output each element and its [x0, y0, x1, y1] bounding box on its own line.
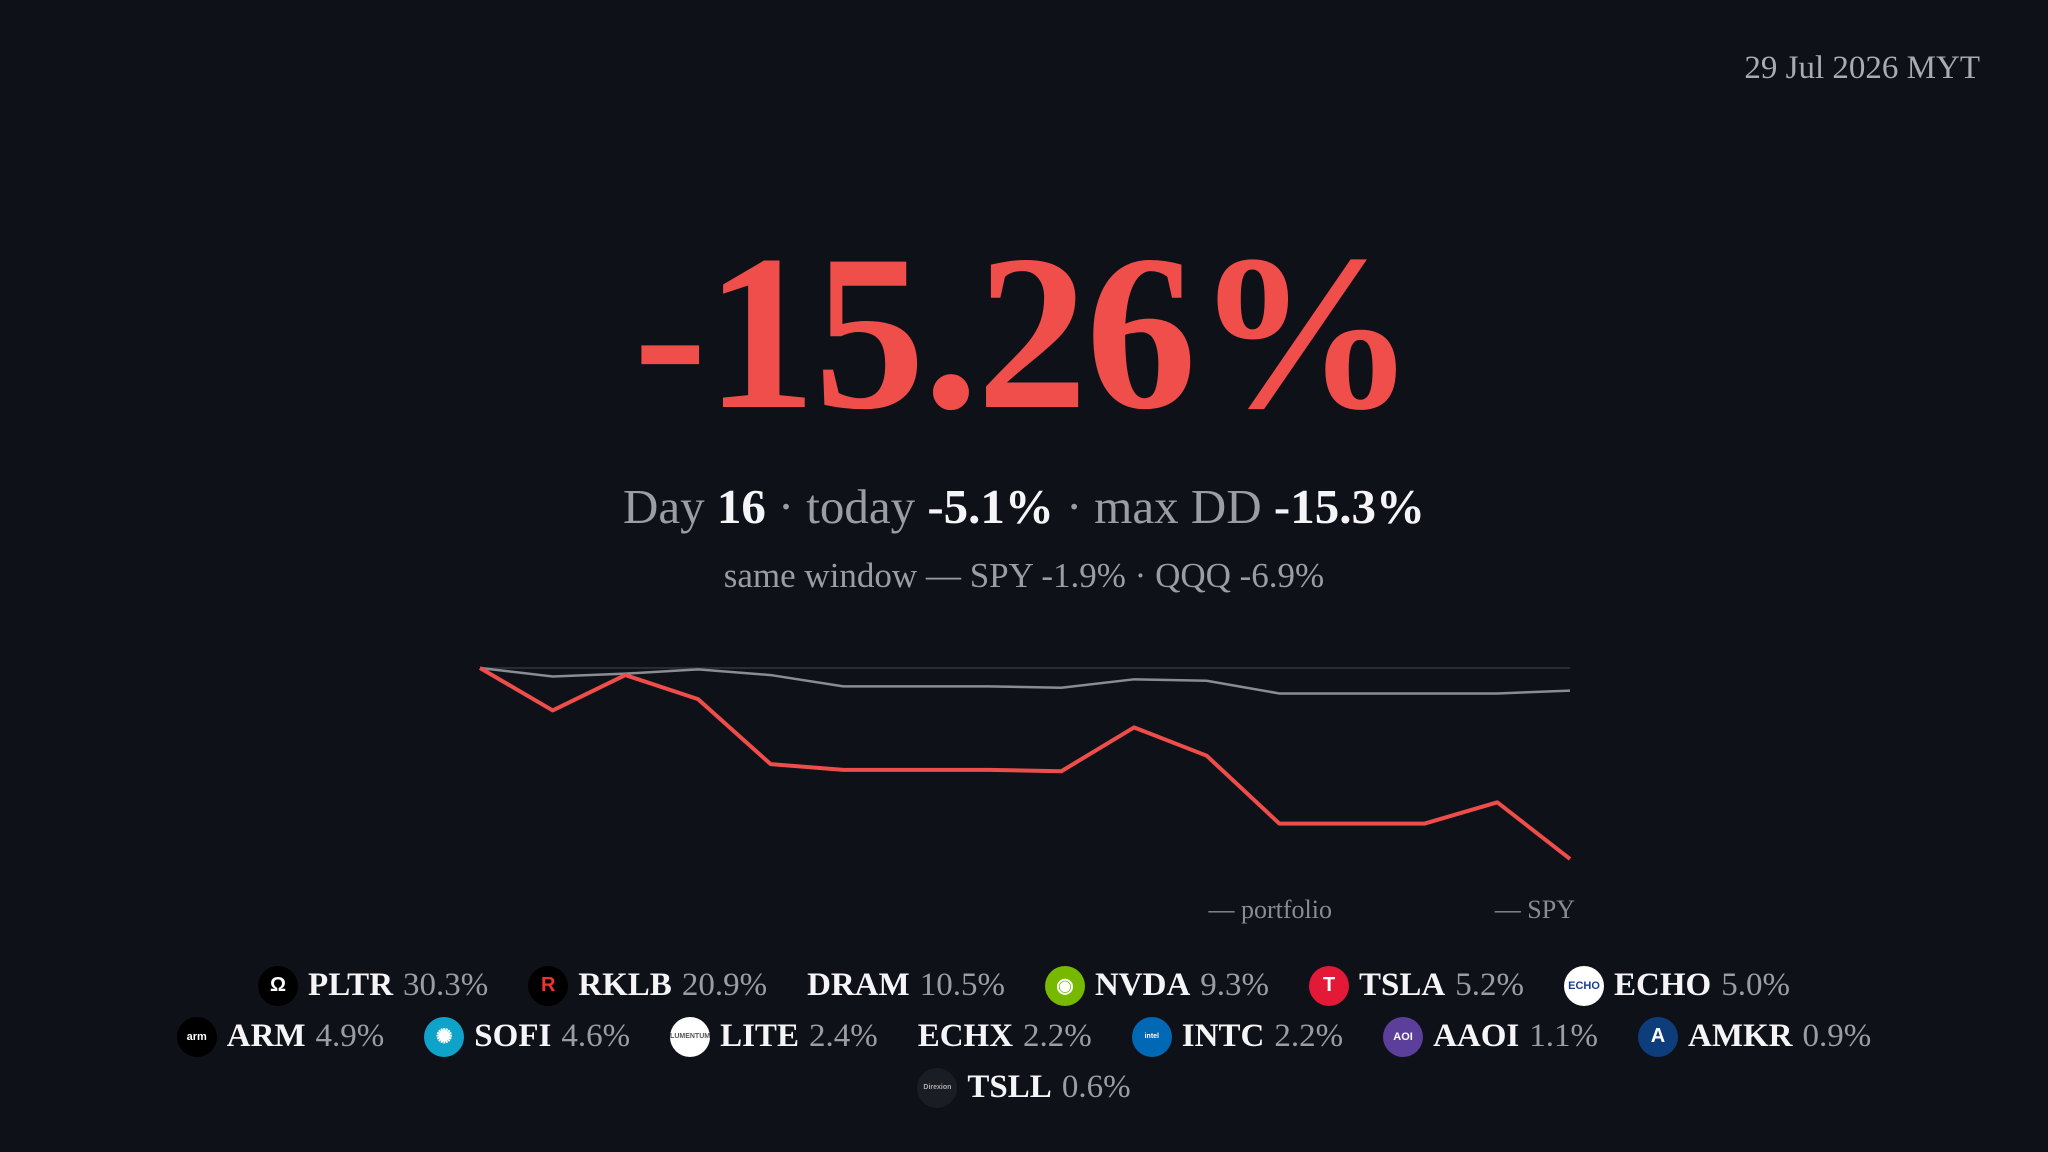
- holding-weight: 20.9%: [681, 967, 768, 1003]
- holding-lite: LUMENTUM LITE 2.4%: [670, 1016, 878, 1057]
- holding-ticker: AAOI: [1433, 1018, 1520, 1054]
- holding-rklb: R RKLB 20.9%: [528, 965, 768, 1006]
- holding-weight: 5.2%: [1455, 967, 1525, 1003]
- holding-weight: 2.4%: [808, 1018, 878, 1054]
- day-value: 16: [716, 479, 766, 534]
- holding-weight: 2.2%: [1023, 1018, 1092, 1054]
- nvidia-logo-icon: ◉: [1044, 965, 1085, 1006]
- holdings-row: Direxion TSLL 0.6%: [897, 1062, 1150, 1113]
- direxion-logo-icon: Direxion: [917, 1067, 958, 1108]
- holding-ticker: RKLB: [578, 967, 672, 1003]
- holding-ticker: PLTR: [308, 967, 394, 1003]
- holding-ticker: INTC: [1181, 1018, 1265, 1054]
- holding-weight: 0.9%: [1802, 1018, 1872, 1054]
- holding-dram: DRAM 10.5%: [807, 967, 1005, 1004]
- holding-ticker: ECHX: [917, 1018, 1014, 1054]
- tesla-logo-icon: T: [1309, 965, 1350, 1006]
- stats-line: Day 16 · today -5.1% · max DD -15.3%: [0, 478, 2048, 535]
- total-return-headline: -15.26%: [633, 210, 1416, 456]
- palantir-logo-icon: Ω: [258, 965, 299, 1006]
- intel-logo-icon: intel: [1131, 1016, 1172, 1057]
- separator: ·: [777, 479, 795, 534]
- holding-echo: ECHO ECHO 5.0%: [1564, 965, 1790, 1006]
- lumentum-logo-icon: LUMENTUM: [670, 1016, 711, 1057]
- sofi-logo-icon: ✺: [424, 1016, 465, 1057]
- holding-weight: 10.5%: [919, 967, 1005, 1003]
- holding-amkr: A AMKR 0.9%: [1638, 1016, 1872, 1057]
- holding-tsll: Direxion TSLL 0.6%: [917, 1067, 1131, 1108]
- echo-logo-icon: ECHO: [1564, 965, 1605, 1006]
- holding-echx: ECHX 2.2%: [918, 1018, 1092, 1055]
- holding-ticker: LITE: [720, 1018, 799, 1054]
- series-line-spy: [479, 666, 1571, 695]
- holding-ticker: ARM: [226, 1018, 306, 1054]
- holding-sofi: ✺ SOFI 4.6%: [424, 1016, 631, 1057]
- holding-intc: intel INTC 2.2%: [1131, 1016, 1344, 1057]
- holding-weight: 30.3%: [403, 967, 489, 1003]
- arm-logo-icon: arm: [176, 1016, 217, 1057]
- holding-ticker: TSLA: [1359, 967, 1446, 1003]
- holding-weight: 2.2%: [1274, 1018, 1344, 1054]
- today-label: today: [806, 479, 916, 534]
- holding-pltr: Ω PLTR 30.3%: [258, 965, 489, 1006]
- holding-weight: 4.6%: [561, 1018, 631, 1054]
- holdings-row: arm ARM 4.9% ✺ SOFI 4.6% LUMENTUM LITE 2.4% ECHX 2…: [157, 1011, 1892, 1062]
- holdings-row: Ω PLTR 30.3% R RKLB 20.9% DRAM 10.5% ◉ NVDA 9.3% T T…: [238, 960, 1810, 1011]
- holdings-list: Ω PLTR 30.3% R RKLB 20.9% DRAM 10.5% ◉ NVDA 9.3% T T…: [0, 960, 2048, 1113]
- holding-ticker: ECHO: [1614, 967, 1712, 1003]
- holding-tsla: T TSLA 5.2%: [1309, 965, 1525, 1006]
- maxdd-value: -15.3%: [1273, 479, 1425, 534]
- holding-ticker: SOFI: [474, 1018, 552, 1054]
- report-date: 29 Jul 2026 MYT: [1744, 50, 1980, 86]
- legend-item-portfolio: — portfolio: [1208, 895, 1333, 924]
- holding-weight: 5.0%: [1721, 967, 1790, 1003]
- holding-weight: 0.6%: [1061, 1069, 1131, 1105]
- holding-weight: 9.3%: [1200, 967, 1270, 1003]
- maxdd-label: max DD: [1094, 479, 1262, 534]
- holding-ticker: DRAM: [807, 967, 910, 1003]
- holding-ticker: NVDA: [1094, 967, 1191, 1003]
- holding-weight: 1.1%: [1529, 1018, 1599, 1054]
- benchmark-comparison: same window — SPY -1.9% · QQQ -6.9%: [723, 556, 1325, 595]
- performance-chart: — portfolio — SPY: [478, 666, 1575, 924]
- separator: ·: [1065, 479, 1083, 534]
- today-value: -5.1%: [927, 479, 1054, 534]
- amkor-logo-icon: A: [1638, 1016, 1679, 1057]
- holding-aaoi: AOI AAOI 1.1%: [1383, 1016, 1599, 1057]
- holding-ticker: AMKR: [1688, 1018, 1793, 1054]
- legend-item-spy: — SPY: [1494, 895, 1575, 924]
- day-label: Day: [623, 479, 705, 534]
- holding-ticker: TSLL: [967, 1069, 1052, 1105]
- series-line-portfolio: [478, 666, 1572, 861]
- holding-nvda: ◉ NVDA 9.3%: [1044, 965, 1270, 1006]
- rocketlab-logo-icon: R: [528, 965, 569, 1006]
- holding-weight: 4.9%: [315, 1018, 385, 1054]
- aaoi-logo-icon: AOI: [1383, 1016, 1424, 1057]
- holding-arm: arm ARM 4.9%: [176, 1016, 385, 1057]
